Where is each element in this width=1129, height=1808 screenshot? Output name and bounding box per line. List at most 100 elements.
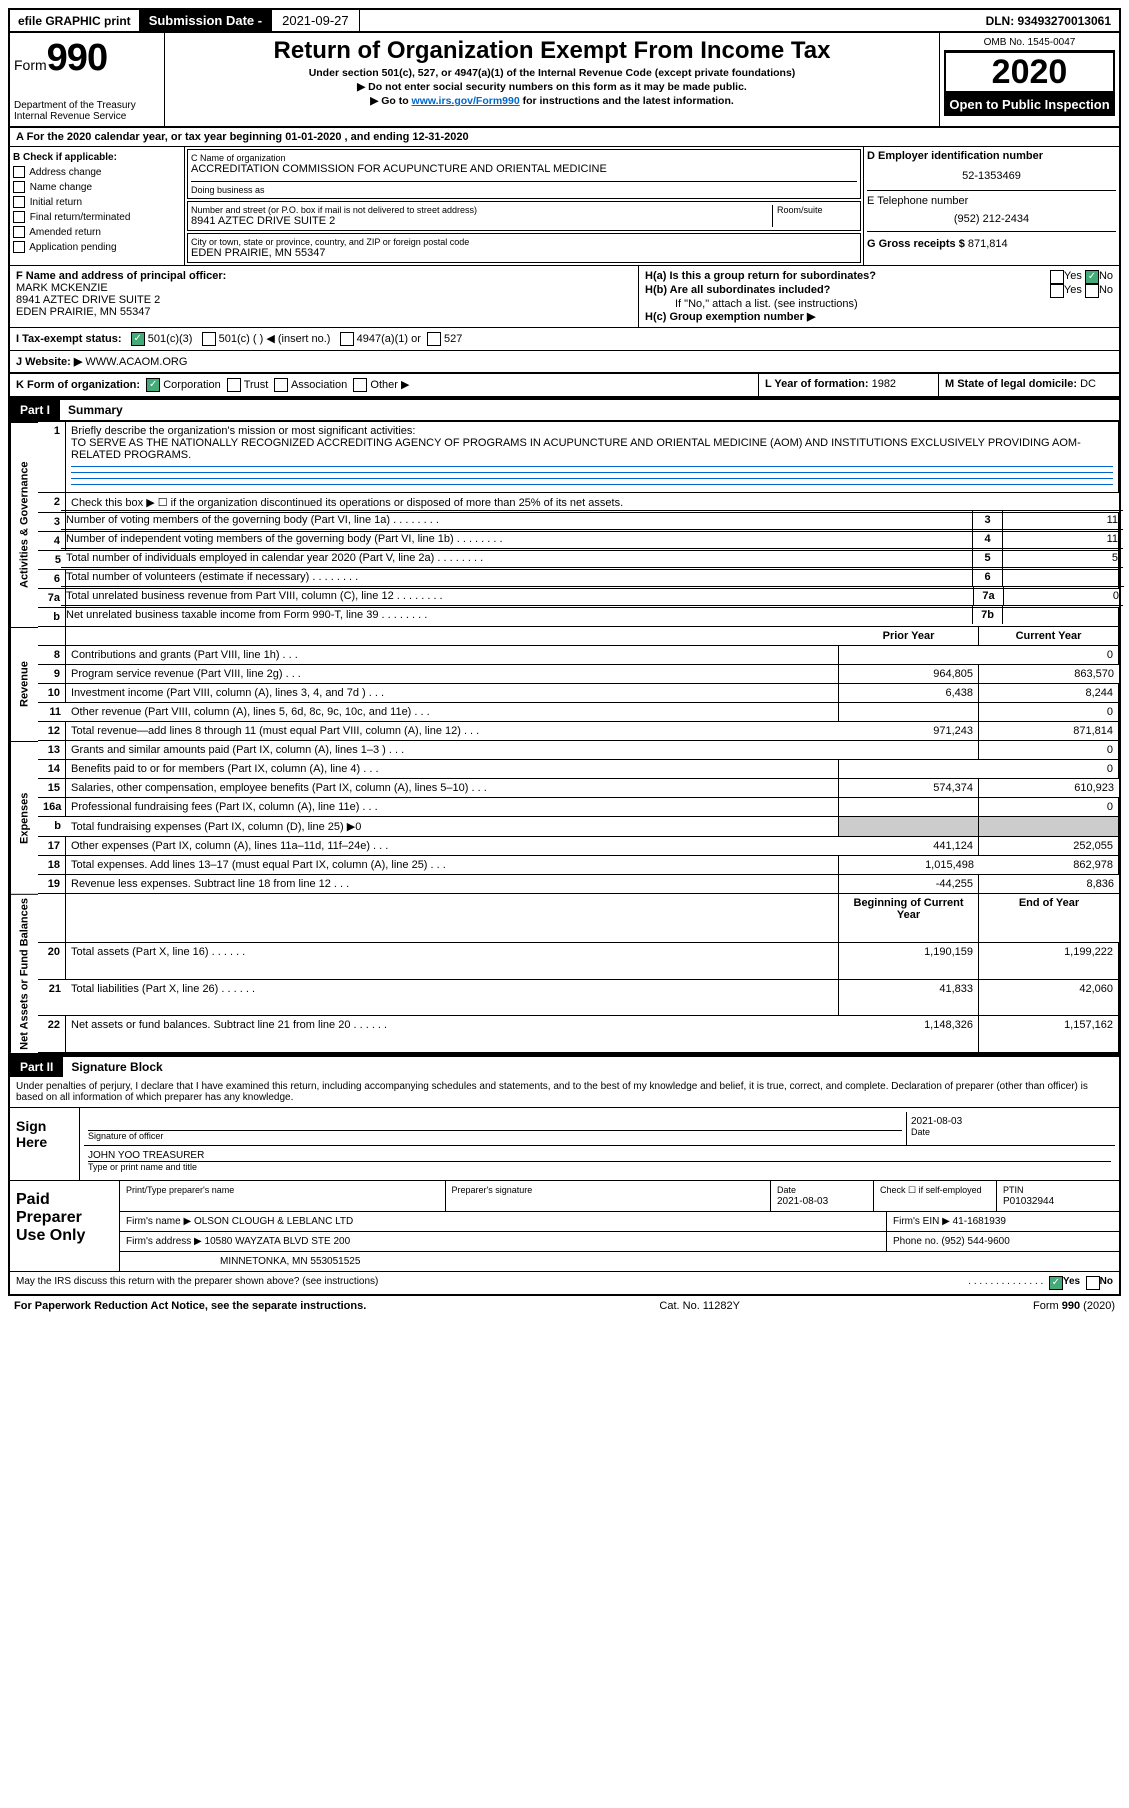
colb-item[interactable]: Address change <box>13 165 181 180</box>
gross-label: G Gross receipts $ <box>867 238 965 250</box>
prep-name-label: Print/Type preparer's name <box>126 1185 234 1195</box>
firm-phone-label: Phone no. <box>893 1236 939 1247</box>
officer-addr1: 8941 AZTEC DRIVE SUITE 2 <box>16 294 632 306</box>
gross-value: 871,814 <box>968 238 1008 250</box>
exp-curr: 0 <box>979 798 1119 817</box>
assoc-label: Association <box>291 379 347 391</box>
rev-curr: 8,244 <box>979 684 1119 703</box>
footer-left: For Paperwork Reduction Act Notice, see … <box>14 1300 366 1312</box>
hb-no-checkbox[interactable] <box>1085 284 1099 298</box>
ptin-value: P01032944 <box>1003 1196 1054 1207</box>
efile-label[interactable]: efile GRAPHIC print <box>10 11 139 31</box>
ein-value: 52-1353469 <box>867 170 1116 182</box>
colb-item[interactable]: Initial return <box>13 195 181 210</box>
sig-date: 2021-08-03 <box>911 1116 1111 1127</box>
na-num: 20 <box>38 943 66 980</box>
rev-text: Contributions and grants (Part VIII, lin… <box>66 646 839 665</box>
rev-curr: 0 <box>979 703 1119 722</box>
firm-ein-value: 41-1681939 <box>953 1216 1006 1227</box>
rev-curr: 863,570 <box>979 665 1119 684</box>
row-a-tax-year: A For the 2020 calendar year, or tax yea… <box>8 128 1121 147</box>
assoc-checkbox[interactable] <box>274 378 288 392</box>
hb-label: H(b) Are all subordinates included? <box>645 284 1050 298</box>
exp-num: 19 <box>38 875 66 894</box>
rev-num: 11 <box>38 703 66 722</box>
page-footer: For Paperwork Reduction Act Notice, see … <box>8 1296 1121 1316</box>
rev-num: 9 <box>38 665 66 684</box>
501c-checkbox[interactable] <box>202 332 216 346</box>
rev-prior: 6,438 <box>839 684 979 703</box>
corp-checkbox[interactable]: ✓ <box>146 378 160 392</box>
trust-label: Trust <box>244 379 269 391</box>
4947-checkbox[interactable] <box>340 332 354 346</box>
year-formation-value: 1982 <box>872 378 896 390</box>
hb-yes-checkbox[interactable] <box>1050 284 1064 298</box>
colb-item[interactable]: Application pending <box>13 240 181 255</box>
city-value: EDEN PRAIRIE, MN 55347 <box>191 247 857 259</box>
part2-title: Signature Block <box>63 1057 1119 1077</box>
other-checkbox[interactable] <box>353 378 367 392</box>
na-text: Total assets (Part X, line 16) . . . . .… <box>66 943 839 980</box>
trust-checkbox[interactable] <box>227 378 241 392</box>
tel-label: E Telephone number <box>867 195 1116 207</box>
org-name-label: C Name of organization <box>191 153 857 163</box>
hb-yes: Yes <box>1064 284 1082 298</box>
state-domicile-value: DC <box>1080 378 1096 390</box>
exp-num: 13 <box>38 741 66 760</box>
exp-text: Salaries, other compensation, employee b… <box>66 779 839 798</box>
prep-date: 2021-08-03 <box>777 1196 828 1207</box>
state-domicile-label: M State of legal domicile: <box>945 378 1077 390</box>
exp-prior <box>839 798 979 817</box>
exp-num: b <box>38 817 66 837</box>
ha-yes: Yes <box>1064 270 1082 284</box>
col-c: C Name of organization ACCREDITATION COM… <box>185 147 864 265</box>
date-label: Date <box>911 1127 1111 1137</box>
part2-label: Part II <box>10 1057 63 1077</box>
rev-curr: 0 <box>979 646 1119 665</box>
exp-shade <box>979 817 1119 837</box>
form-number: 990 <box>47 37 107 79</box>
501c3-checkbox[interactable]: ✓ <box>131 332 145 346</box>
part1-grid: Activities & Governance1Briefly describe… <box>8 420 1121 1055</box>
exp-num: 17 <box>38 837 66 856</box>
l1-mission: Briefly describe the organization's miss… <box>66 422 1119 493</box>
rev-num: 8 <box>38 646 66 665</box>
ag-row: Net unrelated business taxable income fr… <box>66 608 1119 627</box>
exp-prior: -44,255 <box>839 875 979 894</box>
officer-addr2: EDEN PRAIRIE, MN 55347 <box>16 306 632 318</box>
dln: DLN: 93493270013061 <box>978 11 1119 31</box>
hdr-current-year: Current Year <box>979 627 1119 646</box>
na-prior: 1,148,326 <box>839 1016 979 1053</box>
sub3-post: for instructions and the latest informat… <box>520 95 734 107</box>
officer-type-label: Type or print name and title <box>88 1162 1111 1172</box>
hdr-beginning: Beginning of Current Year <box>839 894 979 943</box>
side-net-assets: Net Assets or Fund Balances <box>10 894 38 1053</box>
exp-prior <box>839 760 979 779</box>
na-curr: 1,199,222 <box>979 943 1119 980</box>
ha-yes-checkbox[interactable] <box>1050 270 1064 284</box>
hdr-prior-year: Prior Year <box>839 627 979 646</box>
irs-link[interactable]: www.irs.gov/Form990 <box>412 95 520 107</box>
na-prior: 41,833 <box>839 980 979 1017</box>
side-expenses: Expenses <box>10 741 38 894</box>
colb-item[interactable]: Final return/terminated <box>13 210 181 225</box>
rev-text: Other revenue (Part VIII, column (A), li… <box>66 703 839 722</box>
submission-date-value: 2021-09-27 <box>272 10 360 31</box>
colb-item[interactable]: Name change <box>13 180 181 195</box>
exp-curr: 252,055 <box>979 837 1119 856</box>
na-curr: 42,060 <box>979 980 1119 1017</box>
4947-label: 4947(a)(1) or <box>357 333 421 345</box>
prep-sig-label: Preparer's signature <box>452 1185 533 1195</box>
officer-name-title: JOHN YOO TREASURER <box>88 1150 1111 1162</box>
form-header: Form990 Department of the Treasury Inter… <box>8 33 1121 128</box>
omb-number: OMB No. 1545-0047 <box>944 37 1115 51</box>
l1-num: 1 <box>38 422 66 493</box>
colb-item[interactable]: Amended return <box>13 225 181 240</box>
discuss-no-checkbox[interactable] <box>1086 1276 1100 1290</box>
527-checkbox[interactable] <box>427 332 441 346</box>
ha-no-checkbox[interactable]: ✓ <box>1085 270 1099 284</box>
other-label: Other ▶ <box>370 379 409 391</box>
exp-prior: 441,124 <box>839 837 979 856</box>
discuss-yes-checkbox[interactable]: ✓ <box>1049 1276 1063 1290</box>
rev-num: 12 <box>38 722 66 741</box>
